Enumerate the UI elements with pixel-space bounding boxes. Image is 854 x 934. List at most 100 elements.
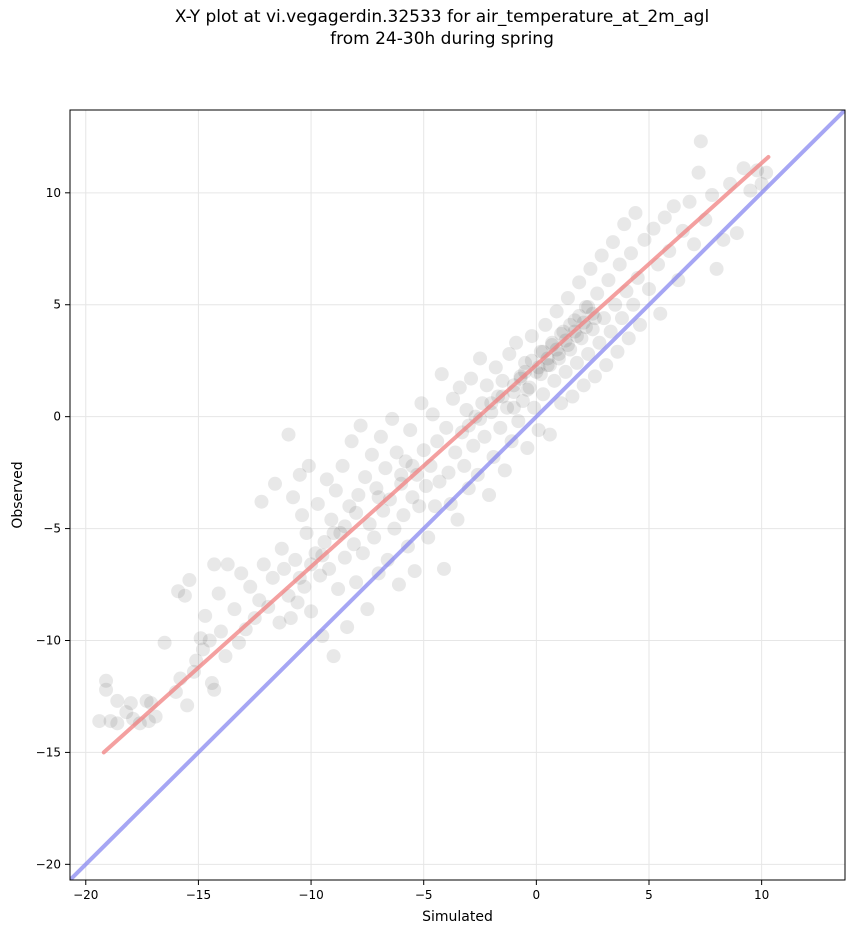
data-point [646, 221, 661, 236]
x-axis-label: Simulated [422, 909, 493, 925]
data-point [283, 611, 298, 626]
data-point [581, 299, 596, 314]
data-point [425, 407, 440, 422]
data-point [256, 557, 271, 572]
data-point [594, 248, 609, 263]
data-point [617, 217, 632, 232]
data-point [540, 351, 555, 366]
data-point [396, 508, 411, 523]
data-point [583, 261, 598, 276]
x-tick-label: −10 [298, 888, 323, 902]
data-point [520, 440, 535, 455]
data-point [621, 331, 636, 346]
data-point [360, 602, 375, 617]
data-point [308, 546, 323, 561]
data-point [439, 420, 454, 435]
data-point [369, 481, 384, 496]
data-point [497, 463, 512, 478]
data-point [563, 317, 578, 332]
data-point [171, 584, 186, 599]
data-point [572, 308, 587, 323]
data-point [412, 499, 427, 514]
data-point [403, 423, 418, 438]
data-point [353, 418, 368, 433]
data-point [759, 165, 774, 180]
data-point [666, 199, 681, 214]
data-point [213, 624, 228, 639]
data-point [177, 588, 192, 603]
data-point [99, 682, 114, 697]
data-point [750, 163, 765, 178]
data-point [234, 566, 249, 581]
data-point [385, 411, 400, 426]
data-point [432, 474, 447, 489]
data-point [445, 391, 460, 406]
data-point [518, 355, 533, 370]
data-point [515, 393, 530, 408]
grid-lines [70, 110, 845, 880]
data-point [427, 499, 442, 514]
data-point [637, 232, 652, 247]
data-point [418, 479, 433, 494]
data-point [614, 311, 629, 326]
data-point [578, 299, 593, 314]
data-point [628, 205, 643, 220]
x-tick-label: −20 [73, 888, 98, 902]
data-point [218, 649, 233, 664]
data-point [322, 561, 337, 576]
data-point [405, 458, 420, 473]
data-point [195, 642, 210, 657]
data-point [231, 635, 246, 650]
data-point [220, 557, 235, 572]
data-point [387, 521, 402, 536]
data-point [524, 329, 539, 344]
data-point [193, 631, 208, 646]
data-point [705, 188, 720, 203]
data-point [482, 488, 497, 502]
data-point [421, 530, 436, 545]
data-point [436, 561, 451, 576]
data-point [599, 358, 614, 373]
data-point [310, 496, 325, 511]
data-point [243, 579, 258, 594]
data-point [378, 461, 393, 476]
x-tick-label: 10 [754, 888, 769, 902]
data-point [148, 709, 163, 724]
data-point [414, 396, 429, 411]
data-point [522, 380, 537, 395]
data-point [657, 210, 672, 225]
y-tick-label: 5 [53, 298, 61, 312]
data-point [394, 467, 409, 482]
data-point [317, 535, 332, 550]
data-point [601, 273, 616, 288]
data-point [430, 434, 445, 449]
data-point [299, 526, 314, 541]
data-point [736, 161, 751, 176]
y-tick-label: −5 [43, 522, 61, 536]
data-point [464, 371, 479, 386]
data-point [441, 465, 456, 480]
data-point [542, 427, 557, 442]
data-point [567, 313, 582, 328]
data-point [542, 358, 557, 373]
data-point [592, 335, 607, 350]
data-point [211, 586, 226, 601]
data-point [110, 716, 125, 731]
data-point [572, 275, 587, 290]
data-point [452, 380, 467, 395]
data-point [301, 458, 316, 473]
data-point [563, 342, 578, 357]
data-point [693, 134, 708, 149]
data-point [569, 355, 584, 370]
data-point [292, 467, 307, 482]
data-point [198, 608, 213, 623]
data-point [632, 317, 647, 332]
data-point [590, 286, 605, 301]
y-axis-label: Observed [10, 461, 26, 528]
data-point [448, 445, 463, 460]
data-point [342, 499, 357, 514]
data-point [416, 443, 431, 458]
data-point [123, 696, 138, 711]
data-point [587, 369, 602, 384]
data-point [511, 414, 526, 429]
